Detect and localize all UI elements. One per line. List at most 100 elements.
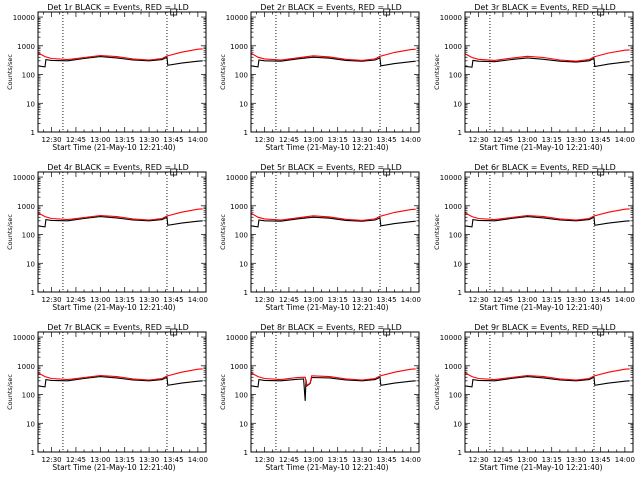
x-tick-label: 14:00 xyxy=(188,136,208,144)
y-tick-label: 10 xyxy=(239,260,248,268)
chart-title: Det 1r BLACK = Events, RED = LLD xyxy=(47,3,189,12)
x-tick-label: 12:30 xyxy=(468,456,488,464)
y-tick-label: 100 xyxy=(22,392,35,400)
x-tick-label: 12:30 xyxy=(41,456,61,464)
y-axis-label: Counts/sec xyxy=(433,374,441,410)
y-tick-label: 1000 xyxy=(444,43,462,51)
x-tick-label: 13:45 xyxy=(163,136,183,144)
x-tick-label: 13:15 xyxy=(542,136,562,144)
x-tick-label: 13:15 xyxy=(115,296,135,304)
y-tick-label: 10 xyxy=(26,260,35,268)
x-tick-label: 14:00 xyxy=(615,456,635,464)
x-tick-label: 13:15 xyxy=(542,296,562,304)
plot-frame xyxy=(250,171,420,293)
x-tick-label: 13:45 xyxy=(376,136,396,144)
chart-title: Det 5r BLACK = Events, RED = LLD xyxy=(260,163,402,172)
x-tick-label: 12:30 xyxy=(254,456,274,464)
y-axis-label: Counts/sec xyxy=(219,54,227,90)
x-tick-label: 14:00 xyxy=(615,136,635,144)
y-tick-label: 1 xyxy=(31,449,35,457)
x-tick-label: 12:45 xyxy=(493,136,513,144)
x-tick-label: 13:00 xyxy=(303,456,323,464)
plot-frame xyxy=(250,331,420,453)
y-tick-label: 10000 xyxy=(13,174,35,182)
y-tick-label: 10000 xyxy=(226,334,248,342)
y-tick-label: 10000 xyxy=(13,334,35,342)
y-tick-label: 1 xyxy=(244,289,248,297)
y-tick-label: 1000 xyxy=(444,203,462,211)
x-tick-label: 13:00 xyxy=(90,456,110,464)
chart-panel-9: Det 9r BLACK = Events, RED = LLD 1 10 100 10… xyxy=(433,323,635,472)
plot-frame xyxy=(37,331,207,453)
chart-title: Det 7r BLACK = Events, RED = LLD xyxy=(47,323,189,332)
y-tick-label: 100 xyxy=(449,232,462,240)
chart-title: Det 9r BLACK = Events, RED = LLD xyxy=(474,323,616,332)
x-tick-label: 13:15 xyxy=(115,136,135,144)
chart-title: Det 3r BLACK = Events, RED = LLD xyxy=(474,3,616,12)
x-tick-label: 13:15 xyxy=(328,296,348,304)
series-red-lld-line xyxy=(38,48,203,61)
x-tick-label: 13:15 xyxy=(115,456,135,464)
y-tick-label: 1 xyxy=(458,449,462,457)
series-red-lld-line xyxy=(465,368,630,381)
x-tick-label: 14:00 xyxy=(188,456,208,464)
series-black-events-line xyxy=(465,57,630,68)
x-tick-label: 14:00 xyxy=(615,296,635,304)
x-tick-label: 13:15 xyxy=(328,456,348,464)
y-tick-label: 10 xyxy=(26,420,35,428)
y-axis-label: Counts/sec xyxy=(219,374,227,410)
series-red-lld-line xyxy=(465,208,630,221)
y-tick-label: 1000 xyxy=(17,363,35,371)
x-tick-label: 12:45 xyxy=(66,456,86,464)
y-tick-label: 10000 xyxy=(440,14,462,22)
y-axis-label: Counts/sec xyxy=(6,54,14,90)
series-black-events-line xyxy=(251,216,416,228)
x-tick-label: 13:30 xyxy=(139,136,159,144)
x-tick-label: 13:00 xyxy=(517,456,537,464)
y-tick-label: 10 xyxy=(453,260,462,268)
y-tick-label: 100 xyxy=(235,232,248,240)
y-tick-label: 1 xyxy=(244,449,248,457)
x-tick-label: 12:30 xyxy=(468,136,488,144)
x-tick-label: 13:45 xyxy=(590,456,610,464)
x-tick-label: 12:30 xyxy=(41,136,61,144)
x-tick-label: 13:30 xyxy=(566,136,586,144)
y-tick-label: 10000 xyxy=(226,14,248,22)
chart-title: Det 6r BLACK = Events, RED = LLD xyxy=(474,163,616,172)
chart-panel-1: Det 1r BLACK = Events, RED = LLD 1 10 100 10… xyxy=(6,3,208,152)
x-tick-label: 13:45 xyxy=(163,456,183,464)
y-axis-label: Counts/sec xyxy=(6,374,14,410)
y-tick-label: 100 xyxy=(449,392,462,400)
x-tick-label: 13:45 xyxy=(163,296,183,304)
series-black-events-line xyxy=(38,376,203,388)
series-red-lld-line xyxy=(465,49,630,62)
y-tick-label: 100 xyxy=(449,72,462,80)
y-axis-label: Counts/sec xyxy=(433,214,441,250)
y-tick-label: 100 xyxy=(22,232,35,240)
x-tick-label: 13:00 xyxy=(303,296,323,304)
y-tick-label: 1000 xyxy=(230,363,248,371)
chart-title: Det 8r BLACK = Events, RED = LLD xyxy=(260,323,402,332)
x-tick-label: 13:30 xyxy=(139,296,159,304)
chart-title: Det 4r BLACK = Events, RED = LLD xyxy=(47,163,189,172)
y-tick-label: 10 xyxy=(453,420,462,428)
x-tick-label: 13:45 xyxy=(590,296,610,304)
x-tick-label: 12:30 xyxy=(254,296,274,304)
chart-panel-8: Det 8r BLACK = Events, RED = LLD 1 10 100 10… xyxy=(219,323,421,472)
plot-frame xyxy=(250,11,420,133)
series-red-lld-line xyxy=(251,368,416,387)
y-tick-label: 100 xyxy=(235,392,248,400)
series-red-lld-line xyxy=(38,208,203,221)
y-tick-label: 1 xyxy=(458,289,462,297)
x-tick-label: 13:30 xyxy=(566,456,586,464)
y-tick-label: 10 xyxy=(26,100,35,108)
y-tick-label: 100 xyxy=(22,72,35,80)
x-tick-label: 14:00 xyxy=(401,456,421,464)
chart-panel-5: Det 5r BLACK = Events, RED = LLD 1 10 100 10… xyxy=(219,163,421,312)
x-tick-label: 13:30 xyxy=(352,456,372,464)
series-black-events-line xyxy=(251,56,416,68)
x-tick-label: 12:45 xyxy=(66,296,86,304)
y-tick-label: 10 xyxy=(239,420,248,428)
x-tick-label: 12:45 xyxy=(279,296,299,304)
chart-panel-7: Det 7r BLACK = Events, RED = LLD 1 10 100 10… xyxy=(6,323,208,472)
